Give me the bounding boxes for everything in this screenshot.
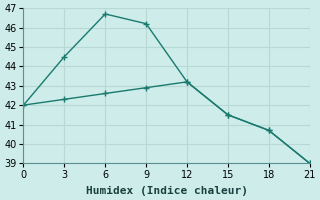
X-axis label: Humidex (Indice chaleur): Humidex (Indice chaleur) [85,186,248,196]
